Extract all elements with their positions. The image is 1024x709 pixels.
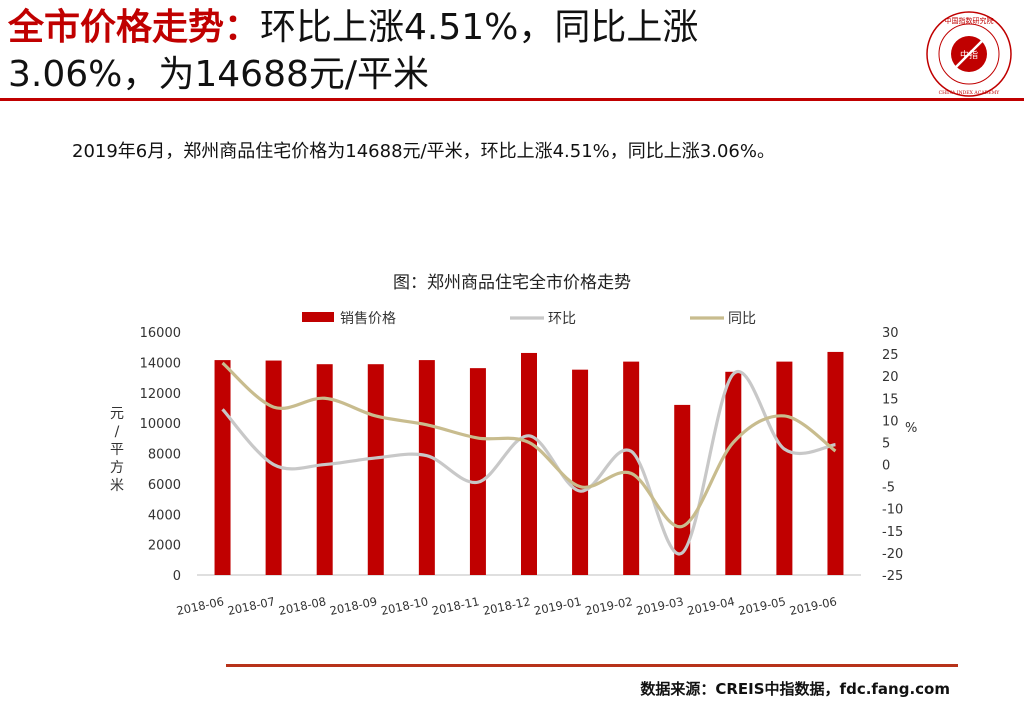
chart-title: 图：郑州商品住宅全市价格走势 [393, 273, 631, 293]
bar-sales-price [418, 360, 435, 575]
x-tick-label: 2018-11 [431, 594, 481, 618]
x-tick-label: 2019-04 [686, 594, 736, 618]
bar-sales-price [214, 360, 231, 575]
legend-label: 环比 [548, 311, 576, 327]
bar-sales-price [521, 352, 537, 575]
y-left-axis-label-char: 元 [110, 406, 124, 422]
y-left-tick-label: 10000 [140, 417, 181, 432]
china-index-academy-logo: 中指 中国指数研究院 CHINA INDEX ACADEMY [926, 11, 1012, 97]
y-right-tick-label: -5 [882, 481, 895, 496]
y-left-tick-label: 8000 [148, 448, 181, 463]
y-right-tick-label: 20 [882, 370, 899, 385]
title-line2: 3.06%，为14688元/平米 [8, 54, 430, 95]
y-right-tick-label: 25 [882, 348, 899, 363]
source-text: 数据来源：CREIS中指数据，fdc.fang.com [640, 680, 950, 698]
x-tick-label: 2018-07 [226, 594, 276, 618]
x-tick-label: 2018-12 [482, 594, 532, 618]
svg-text:中国指数研究院: 中国指数研究院 [945, 16, 994, 25]
bar-sales-price [265, 360, 282, 575]
page-title: 全市价格走势：环比上涨4.51%，同比上涨 3.06%，为14688元/平米 [8, 4, 888, 98]
y-right-tick-label: -20 [882, 547, 903, 562]
bar-sales-price [469, 368, 486, 575]
bar-sales-price [367, 364, 384, 575]
title-divider [0, 98, 1024, 101]
y-left-tick-label: 2000 [148, 539, 181, 554]
bar-sales-price [827, 351, 844, 575]
bar-sales-price [776, 361, 793, 575]
y-left-tick-label: 0 [173, 569, 181, 584]
y-left-axis-label-char: 平 [110, 442, 124, 458]
x-tick-label: 2018-06 [175, 594, 225, 618]
x-tick-label: 2019-02 [584, 594, 634, 618]
y-right-tick-label: -15 [882, 525, 903, 540]
title-highlight: 全市价格走势： [8, 7, 261, 48]
line-yoy-series [221, 361, 837, 529]
summary-text: 2019年6月，郑州商品住宅价格为14688元/平米，环比上涨4.51%，同比上… [72, 141, 775, 162]
source-divider [226, 664, 958, 667]
y-left-tick-label: 14000 [140, 356, 181, 371]
y-right-tick-label: -10 [882, 503, 903, 518]
svg-text:中指: 中指 [960, 49, 978, 61]
y-right-tick-label: 10 [882, 414, 899, 429]
y-left-axis-label-char: / [115, 424, 120, 440]
title-line1-rest: 环比上涨4.51%，同比上涨 [260, 7, 699, 48]
bar-sales-price [572, 369, 589, 575]
y-left-tick-label: 12000 [140, 387, 181, 402]
bar-sales-price [623, 361, 640, 575]
bar-sales-price [725, 371, 742, 575]
legend-swatch-sales-price [302, 312, 334, 322]
y-right-tick-label: 15 [882, 392, 899, 407]
y-right-tick-label: 30 [882, 326, 899, 341]
y-left-tick-label: 6000 [148, 478, 181, 493]
x-tick-label: 2019-03 [635, 594, 685, 618]
y-left-axis-label-char: 方 [110, 460, 124, 476]
x-tick-label: 2019-05 [737, 594, 787, 618]
x-tick-label: 2019-01 [533, 594, 583, 618]
y-right-axis-label: % [905, 421, 917, 436]
y-right-tick-label: -25 [882, 569, 903, 584]
legend-label: 销售价格 [340, 311, 396, 327]
x-tick-label: 2018-08 [277, 594, 327, 618]
x-tick-label: 2018-10 [380, 594, 430, 618]
y-left-tick-label: 4000 [148, 508, 181, 523]
y-left-tick-label: 16000 [140, 326, 181, 341]
legend-label: 同比 [728, 311, 756, 327]
bar-sales-price [674, 404, 691, 575]
x-tick-label: 2019-06 [788, 594, 838, 618]
bar-sales-price [316, 364, 333, 575]
y-left-axis-label-char: 米 [110, 478, 124, 494]
x-tick-label: 2018-09 [328, 594, 378, 618]
y-right-tick-label: 0 [882, 459, 890, 474]
svg-text:CHINA INDEX ACADEMY: CHINA INDEX ACADEMY [939, 90, 1001, 96]
y-right-tick-label: 5 [882, 436, 890, 451]
